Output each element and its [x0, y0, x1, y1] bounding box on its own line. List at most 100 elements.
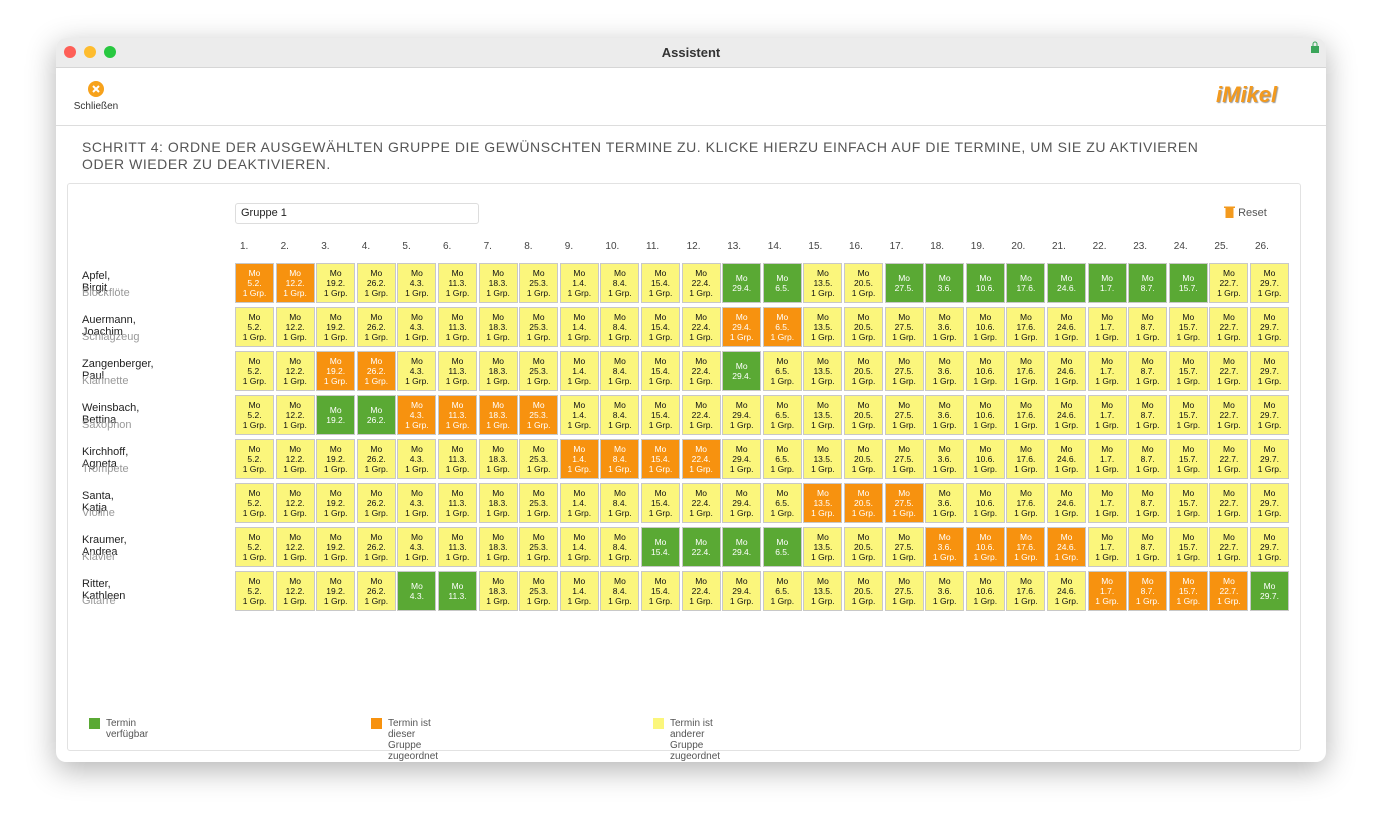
minimize-button[interactable]: [84, 46, 96, 58]
date-cell[interactable]: Mo 13.5. 1 Grp.: [803, 439, 843, 479]
date-cell[interactable]: Mo 8.4. 1 Grp.: [600, 307, 640, 347]
date-cell[interactable]: Mo 26.2. 1 Grp.: [356, 439, 396, 479]
close-button[interactable]: [64, 46, 76, 58]
date-cell[interactable]: Mo 15.4. 1 Grp.: [641, 483, 680, 523]
date-cell[interactable]: Mo 12.2. 1 Grp.: [275, 483, 315, 523]
date-cell[interactable]: Mo 5.2. 1 Grp.: [235, 483, 274, 523]
date-cell[interactable]: Mo 12.2. 1 Grp.: [275, 263, 315, 303]
date-cell[interactable]: Mo 29.7. 1 Grp.: [1250, 263, 1289, 303]
date-cell[interactable]: Mo 22.4. 1 Grp.: [681, 395, 721, 435]
date-cell[interactable]: Mo 29.4.: [722, 351, 762, 391]
date-cell[interactable]: Mo 5.2. 1 Grp.: [235, 307, 274, 347]
date-cell[interactable]: Mo 17.6.: [1006, 263, 1046, 303]
date-cell[interactable]: Mo 3.6. 1 Grp.: [925, 527, 965, 567]
date-cell[interactable]: Mo 27.5. 1 Grp.: [884, 307, 924, 347]
date-cell[interactable]: Mo 18.3. 1 Grp.: [478, 263, 518, 303]
close-tool[interactable]: Schließen: [70, 80, 122, 112]
date-cell[interactable]: Mo 1.7. 1 Grp.: [1087, 307, 1127, 347]
date-cell[interactable]: Mo 27.5. 1 Grp.: [884, 571, 924, 611]
date-cell[interactable]: Mo 5.2. 1 Grp.: [235, 351, 274, 391]
date-cell[interactable]: Mo 8.7. 1 Grp.: [1128, 351, 1168, 391]
date-cell[interactable]: Mo 4.3. 1 Grp.: [397, 263, 437, 303]
date-cell[interactable]: Mo 6.5. 1 Grp.: [762, 571, 802, 611]
date-cell[interactable]: Mo 6.5. 1 Grp.: [762, 307, 802, 347]
date-cell[interactable]: Mo 6.5. 1 Grp.: [762, 439, 802, 479]
date-cell[interactable]: Mo 24.6. 1 Grp.: [1047, 527, 1086, 567]
date-cell[interactable]: Mo 15.7.: [1168, 263, 1208, 303]
date-cell[interactable]: Mo 19.2. 1 Grp.: [316, 439, 356, 479]
date-cell[interactable]: Mo 15.4. 1 Grp.: [641, 263, 680, 303]
date-cell[interactable]: Mo 4.3. 1 Grp.: [397, 483, 437, 523]
date-cell[interactable]: Mo 4.3.: [397, 571, 437, 611]
date-cell[interactable]: Mo 22.4. 1 Grp.: [681, 307, 721, 347]
date-cell[interactable]: Mo 11.3. 1 Grp.: [438, 351, 477, 391]
date-cell[interactable]: Mo 8.4. 1 Grp.: [600, 395, 640, 435]
date-cell[interactable]: Mo 4.3. 1 Grp.: [397, 395, 437, 435]
date-cell[interactable]: Mo 26.2.: [356, 395, 396, 435]
date-cell[interactable]: Mo 15.7. 1 Grp.: [1168, 307, 1208, 347]
date-cell[interactable]: Mo 29.7. 1 Grp.: [1250, 395, 1289, 435]
date-cell[interactable]: Mo 22.4. 1 Grp.: [681, 263, 721, 303]
date-cell[interactable]: Mo 22.4. 1 Grp.: [681, 483, 721, 523]
date-cell[interactable]: Mo 13.5. 1 Grp.: [803, 263, 843, 303]
date-cell[interactable]: Mo 22.4. 1 Grp.: [681, 571, 721, 611]
date-cell[interactable]: Mo 10.6.: [965, 263, 1005, 303]
date-cell[interactable]: Mo 15.7. 1 Grp.: [1168, 571, 1208, 611]
date-cell[interactable]: Mo 17.6. 1 Grp.: [1006, 483, 1046, 523]
date-cell[interactable]: Mo 8.7.: [1128, 263, 1168, 303]
date-cell[interactable]: Mo 1.7. 1 Grp.: [1087, 395, 1127, 435]
date-cell[interactable]: Mo 29.4. 1 Grp.: [722, 439, 762, 479]
date-cell[interactable]: Mo 1.4. 1 Grp.: [559, 263, 599, 303]
date-cell[interactable]: Mo 10.6. 1 Grp.: [965, 307, 1005, 347]
date-cell[interactable]: Mo 27.5. 1 Grp.: [884, 351, 924, 391]
date-cell[interactable]: Mo 29.7. 1 Grp.: [1250, 439, 1289, 479]
date-cell[interactable]: Mo 26.2. 1 Grp.: [356, 571, 396, 611]
date-cell[interactable]: Mo 17.6. 1 Grp.: [1006, 439, 1046, 479]
date-cell[interactable]: Mo 1.7.: [1087, 263, 1127, 303]
date-cell[interactable]: Mo 15.7. 1 Grp.: [1168, 395, 1208, 435]
date-cell[interactable]: Mo 1.4. 1 Grp.: [559, 439, 599, 479]
date-cell[interactable]: Mo 29.4. 1 Grp.: [722, 483, 762, 523]
date-cell[interactable]: Mo 18.3. 1 Grp.: [478, 483, 518, 523]
date-cell[interactable]: Mo 17.6. 1 Grp.: [1006, 351, 1046, 391]
date-cell[interactable]: Mo 8.7. 1 Grp.: [1128, 395, 1168, 435]
date-cell[interactable]: Mo 29.7. 1 Grp.: [1250, 527, 1289, 567]
date-cell[interactable]: Mo 29.4. 1 Grp.: [722, 307, 762, 347]
date-cell[interactable]: Mo 8.4. 1 Grp.: [600, 439, 640, 479]
date-cell[interactable]: Mo 17.6. 1 Grp.: [1006, 307, 1046, 347]
date-cell[interactable]: Mo 8.4. 1 Grp.: [600, 483, 640, 523]
date-cell[interactable]: Mo 15.4. 1 Grp.: [641, 307, 680, 347]
date-cell[interactable]: Mo 1.7. 1 Grp.: [1087, 527, 1127, 567]
date-cell[interactable]: Mo 10.6. 1 Grp.: [965, 395, 1005, 435]
date-cell[interactable]: Mo 24.6. 1 Grp.: [1047, 395, 1086, 435]
date-cell[interactable]: Mo 1.4. 1 Grp.: [559, 483, 599, 523]
date-cell[interactable]: Mo 29.4.: [722, 263, 762, 303]
date-cell[interactable]: Mo 3.6. 1 Grp.: [925, 351, 965, 391]
date-cell[interactable]: Mo 19.2. 1 Grp.: [316, 483, 356, 523]
date-cell[interactable]: Mo 27.5.: [884, 263, 924, 303]
date-cell[interactable]: Mo 11.3. 1 Grp.: [438, 263, 477, 303]
reset-button[interactable]: Reset: [1224, 206, 1267, 219]
date-cell[interactable]: Mo 20.5. 1 Grp.: [844, 307, 883, 347]
date-cell[interactable]: Mo 25.3. 1 Grp.: [519, 571, 559, 611]
date-cell[interactable]: Mo 8.7. 1 Grp.: [1128, 483, 1168, 523]
date-cell[interactable]: Mo 8.7. 1 Grp.: [1128, 439, 1168, 479]
date-cell[interactable]: Mo 15.4. 1 Grp.: [641, 351, 680, 391]
date-cell[interactable]: Mo 22.7. 1 Grp.: [1209, 527, 1249, 567]
date-cell[interactable]: Mo 22.4. 1 Grp.: [681, 351, 721, 391]
group-name-input[interactable]: Gruppe 1: [235, 203, 479, 224]
date-cell[interactable]: Mo 27.5. 1 Grp.: [884, 527, 924, 567]
date-cell[interactable]: Mo 29.7.: [1250, 571, 1289, 611]
date-cell[interactable]: Mo 15.4. 1 Grp.: [641, 571, 680, 611]
date-cell[interactable]: Mo 8.4. 1 Grp.: [600, 571, 640, 611]
date-cell[interactable]: Mo 15.4.: [641, 527, 680, 567]
date-cell[interactable]: Mo 29.7. 1 Grp.: [1250, 307, 1289, 347]
date-cell[interactable]: Mo 6.5. 1 Grp.: [762, 483, 802, 523]
date-cell[interactable]: Mo 20.5. 1 Grp.: [844, 571, 883, 611]
date-cell[interactable]: Mo 15.7. 1 Grp.: [1168, 439, 1208, 479]
date-cell[interactable]: Mo 25.3. 1 Grp.: [519, 307, 559, 347]
date-cell[interactable]: Mo 3.6. 1 Grp.: [925, 439, 965, 479]
date-cell[interactable]: Mo 13.5. 1 Grp.: [803, 395, 843, 435]
date-cell[interactable]: Mo 5.2. 1 Grp.: [235, 395, 274, 435]
date-cell[interactable]: Mo 1.4. 1 Grp.: [559, 351, 599, 391]
